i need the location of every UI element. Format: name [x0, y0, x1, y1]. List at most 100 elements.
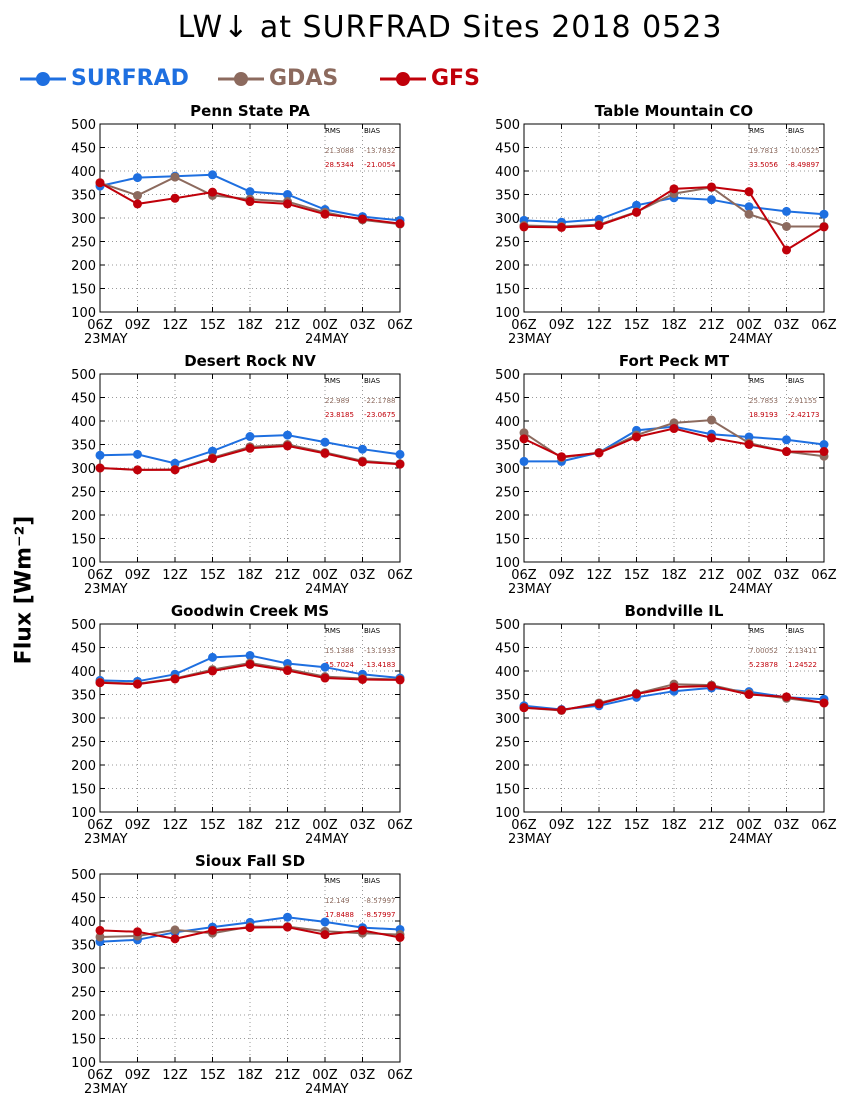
data-point-gfs: [707, 433, 716, 443]
data-point-surfrad: [632, 200, 641, 210]
x-tick-label: 15Z: [200, 818, 226, 833]
data-point-gfs: [669, 682, 679, 692]
y-tick-label: 450: [495, 392, 520, 407]
x-date-label: 23MAY: [84, 582, 128, 597]
y-tick-label: 500: [71, 118, 96, 133]
y-tick-label: 400: [495, 165, 520, 180]
data-point-gfs: [208, 925, 217, 935]
y-tick-label: 350: [71, 189, 96, 204]
x-tick-label: 03Z: [774, 318, 800, 333]
data-point-gfs: [133, 199, 142, 209]
data-point-gfs: [819, 447, 829, 457]
data-point-gfs: [744, 440, 754, 449]
y-tick-label: 300: [71, 712, 96, 727]
x-tick-label: 00Z: [312, 318, 338, 333]
x-date-label: 24MAY: [729, 332, 773, 347]
x-tick-label: 03Z: [774, 568, 800, 583]
y-tick-label: 250: [71, 236, 96, 251]
data-point-gfs: [519, 703, 529, 713]
x-tick-label: 06Z: [511, 818, 537, 833]
y-tick-label: 400: [71, 165, 96, 180]
x-tick-label: 06Z: [87, 1068, 113, 1083]
x-tick-label: 21Z: [699, 568, 725, 583]
y-tick-label: 250: [71, 486, 96, 501]
x-tick-label: 21Z: [275, 818, 301, 833]
data-point-gfs: [283, 922, 292, 932]
data-point-gfs: [133, 465, 142, 475]
y-tick-label: 150: [495, 533, 520, 548]
data-point-gfs: [358, 214, 367, 224]
x-tick-label: 03Z: [350, 1068, 376, 1083]
y-tick-label: 450: [495, 642, 520, 657]
x-date-label: 24MAY: [305, 1082, 349, 1097]
stats-gfs-bias: -2.42173: [788, 411, 819, 419]
x-tick-label: 12Z: [162, 818, 188, 833]
page-title: LW↓ at SURFRAD Sites 2018 0523: [177, 10, 723, 45]
y-tick-label: 400: [495, 665, 520, 680]
y-tick-label: 350: [495, 189, 520, 204]
stats-header-rms: RMS: [325, 877, 341, 885]
x-tick-label: 06Z: [387, 1068, 413, 1083]
y-tick-label: 350: [71, 689, 96, 704]
panel-fort-peck-mt: Fort Peck MT 100 150 200 250 300 350 400 450 500 0…: [495, 352, 837, 597]
data-point-surfrad: [208, 170, 217, 180]
y-tick-label: 100: [495, 556, 520, 571]
data-point-gfs: [170, 934, 180, 944]
y-tick-label: 150: [71, 533, 96, 548]
x-tick-label: 06Z: [811, 818, 837, 833]
y-tick-label: 100: [71, 306, 96, 321]
data-point-surfrad: [283, 190, 292, 199]
data-point-surfrad: [782, 206, 791, 216]
y-tick-label: 150: [495, 283, 520, 298]
stats-gdas-bias: -10.0525: [788, 147, 819, 155]
data-point-gfs: [208, 666, 217, 676]
data-point-gfs: [519, 222, 529, 232]
data-point-surfrad: [358, 444, 367, 454]
x-tick-label: 21Z: [275, 318, 301, 333]
panel-title: Sioux Fall SD: [195, 852, 305, 870]
data-point-surfrad: [707, 195, 716, 205]
x-tick-label: 00Z: [736, 568, 762, 583]
data-point-surfrad: [782, 435, 791, 445]
y-tick-label: 350: [495, 689, 520, 704]
stats-gfs-bias: -21.0054: [364, 161, 396, 169]
panel-title: Table Mountain CO: [595, 102, 753, 120]
stats-gdas-bias: -22.1788: [364, 397, 395, 405]
stats-header-bias: BIAS: [788, 627, 805, 635]
data-point-gfs: [395, 675, 405, 685]
stats-gdas-rms: 21.3088: [325, 147, 354, 155]
panel-title: Fort Peck MT: [619, 352, 730, 370]
x-tick-label: 09Z: [549, 818, 575, 833]
x-tick-label: 15Z: [200, 568, 226, 583]
data-point-gfs: [95, 925, 105, 935]
data-point-gdas: [744, 209, 754, 219]
x-tick-label: 00Z: [736, 318, 762, 333]
data-point-gfs: [170, 674, 180, 684]
data-point-surfrad: [245, 187, 255, 197]
data-point-surfrad: [320, 437, 330, 447]
stats-header-rms: RMS: [325, 377, 341, 385]
data-point-gfs: [320, 448, 330, 458]
panel-penn-state-pa: Penn State PA 100 150 200 250 300 350 400 450 500…: [71, 102, 413, 347]
stats-gfs-rms: 28.5344: [325, 161, 354, 169]
panel-bondville-il: Bondville IL 100 150 200 250 300 350 400 450 500 0…: [495, 602, 837, 847]
data-point-gfs: [245, 659, 255, 669]
data-point-gfs: [782, 447, 791, 457]
x-tick-label: 21Z: [275, 568, 301, 583]
x-tick-label: 00Z: [736, 818, 762, 833]
x-date-label: 24MAY: [305, 582, 349, 597]
data-point-gfs: [208, 187, 217, 197]
panel-title: Penn State PA: [190, 102, 310, 120]
y-tick-label: 450: [71, 392, 96, 407]
data-point-gfs: [819, 698, 829, 708]
panel-desert-rock-nv: Desert Rock NV 100 150 200 250 300 350 400 450 50…: [71, 352, 413, 597]
stats-header-rms: RMS: [749, 627, 765, 635]
x-tick-label: 06Z: [387, 568, 413, 583]
stats-header-rms: RMS: [325, 127, 341, 135]
stats-gfs-rms: 15.7024: [325, 661, 354, 669]
x-date-label: 23MAY: [84, 1082, 128, 1097]
y-tick-label: 500: [71, 368, 96, 383]
stats-gdas-bias: 2.91155: [788, 397, 817, 405]
data-point-gfs: [133, 927, 142, 937]
stats-header-bias: BIAS: [364, 877, 381, 885]
